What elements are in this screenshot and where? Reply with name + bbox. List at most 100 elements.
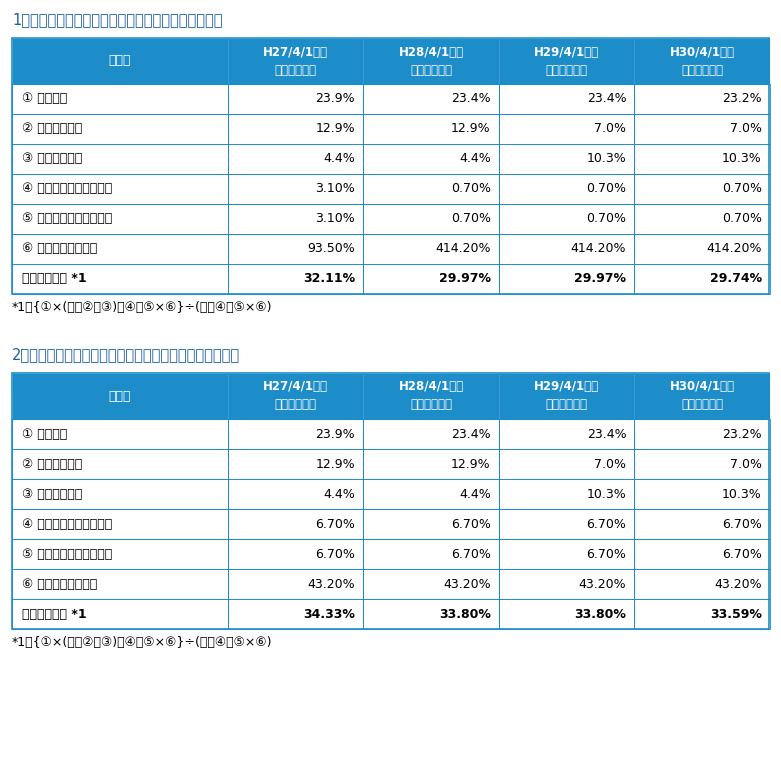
Bar bbox=[228, 234, 363, 264]
Bar bbox=[634, 234, 770, 264]
Bar bbox=[499, 114, 634, 144]
Text: 3.10%: 3.10% bbox=[316, 213, 355, 226]
Text: H27/4/1以後: H27/4/1以後 bbox=[263, 381, 328, 394]
Text: 23.4%: 23.4% bbox=[587, 428, 626, 441]
Text: 414.20%: 414.20% bbox=[435, 242, 490, 256]
Text: ④ 事業税率（超過税率）: ④ 事業税率（超過税率） bbox=[22, 518, 112, 531]
Bar bbox=[499, 234, 634, 264]
Text: H29/4/1以後: H29/4/1以後 bbox=[534, 381, 599, 394]
Text: 7.0%: 7.0% bbox=[729, 457, 761, 471]
Bar bbox=[228, 539, 363, 569]
Bar bbox=[12, 599, 228, 629]
Text: 6.70%: 6.70% bbox=[316, 518, 355, 531]
Bar bbox=[12, 373, 228, 419]
Text: 10.3%: 10.3% bbox=[722, 488, 761, 500]
Bar bbox=[363, 373, 499, 419]
Text: 法定実効税率 *1: 法定実効税率 *1 bbox=[22, 273, 87, 285]
Bar bbox=[228, 174, 363, 204]
Bar bbox=[634, 144, 770, 174]
Bar bbox=[12, 539, 228, 569]
Bar bbox=[228, 449, 363, 479]
Bar bbox=[12, 569, 228, 599]
Text: 43.20%: 43.20% bbox=[443, 578, 490, 590]
Text: 6.70%: 6.70% bbox=[316, 547, 355, 560]
Text: 34.33%: 34.33% bbox=[303, 608, 355, 621]
Bar bbox=[499, 569, 634, 599]
Bar bbox=[228, 419, 363, 449]
Bar bbox=[634, 449, 770, 479]
Bar bbox=[12, 144, 228, 174]
Bar bbox=[634, 373, 770, 419]
Text: 0.70%: 0.70% bbox=[451, 213, 490, 226]
Bar bbox=[634, 479, 770, 509]
Bar bbox=[228, 264, 363, 294]
Bar bbox=[634, 204, 770, 234]
Text: 0.70%: 0.70% bbox=[451, 182, 490, 195]
Bar bbox=[363, 264, 499, 294]
Bar bbox=[634, 114, 770, 144]
Text: 項　目: 項 目 bbox=[109, 55, 131, 67]
Text: 12.9%: 12.9% bbox=[316, 123, 355, 136]
Text: 29.74%: 29.74% bbox=[710, 273, 761, 285]
Text: 6.70%: 6.70% bbox=[451, 547, 490, 560]
Bar bbox=[634, 419, 770, 449]
Bar bbox=[228, 509, 363, 539]
Text: ③ 地方法人税率: ③ 地方法人税率 bbox=[22, 488, 82, 500]
Text: 12.9%: 12.9% bbox=[451, 457, 490, 471]
Bar bbox=[363, 174, 499, 204]
Text: 43.20%: 43.20% bbox=[714, 578, 761, 590]
Text: 414.20%: 414.20% bbox=[706, 242, 761, 256]
Text: 開始事業年度: 開始事業年度 bbox=[681, 64, 723, 76]
Text: ⑥ 地方法人特別税率: ⑥ 地方法人特別税率 bbox=[22, 242, 98, 256]
Bar bbox=[363, 84, 499, 114]
Text: 6.70%: 6.70% bbox=[722, 547, 761, 560]
Bar bbox=[12, 509, 228, 539]
Bar bbox=[634, 569, 770, 599]
Bar bbox=[12, 204, 228, 234]
Text: 4.4%: 4.4% bbox=[459, 152, 490, 166]
Bar bbox=[12, 419, 228, 449]
Bar bbox=[363, 234, 499, 264]
Bar bbox=[499, 599, 634, 629]
Bar bbox=[12, 234, 228, 264]
Bar bbox=[499, 419, 634, 449]
Bar bbox=[363, 509, 499, 539]
Bar bbox=[12, 38, 769, 294]
Bar bbox=[228, 84, 363, 114]
Text: 43.20%: 43.20% bbox=[308, 578, 355, 590]
Text: 32.11%: 32.11% bbox=[303, 273, 355, 285]
Text: 7.0%: 7.0% bbox=[729, 123, 761, 136]
Text: 23.2%: 23.2% bbox=[722, 92, 761, 105]
Text: 0.70%: 0.70% bbox=[587, 213, 626, 226]
Text: H30/4/1以後: H30/4/1以後 bbox=[669, 45, 734, 58]
Text: H29/4/1以後: H29/4/1以後 bbox=[534, 45, 599, 58]
Bar bbox=[363, 114, 499, 144]
Bar bbox=[363, 539, 499, 569]
Text: 10.3%: 10.3% bbox=[587, 488, 626, 500]
Bar bbox=[363, 569, 499, 599]
Text: H30/4/1以後: H30/4/1以後 bbox=[669, 381, 734, 394]
Text: H28/4/1以後: H28/4/1以後 bbox=[398, 381, 464, 394]
Text: 33.80%: 33.80% bbox=[574, 608, 626, 621]
Text: 29.97%: 29.97% bbox=[439, 273, 490, 285]
Bar bbox=[363, 479, 499, 509]
Text: 7.0%: 7.0% bbox=[594, 457, 626, 471]
Text: ④ 事業税率（超過税率）: ④ 事業税率（超過税率） bbox=[22, 182, 112, 195]
Bar bbox=[363, 144, 499, 174]
Text: 開始事業年度: 開始事業年度 bbox=[410, 64, 452, 76]
Bar bbox=[12, 38, 228, 84]
Bar bbox=[363, 449, 499, 479]
Text: 23.4%: 23.4% bbox=[451, 92, 490, 105]
Bar bbox=[228, 599, 363, 629]
Text: 開始事業年度: 開始事業年度 bbox=[274, 64, 316, 76]
Bar bbox=[363, 419, 499, 449]
Bar bbox=[12, 479, 228, 509]
Text: H27/4/1以後: H27/4/1以後 bbox=[263, 45, 328, 58]
Text: 23.4%: 23.4% bbox=[451, 428, 490, 441]
Bar bbox=[634, 84, 770, 114]
Bar bbox=[12, 449, 228, 479]
Bar bbox=[499, 539, 634, 569]
Bar bbox=[499, 204, 634, 234]
Bar bbox=[499, 144, 634, 174]
Bar bbox=[499, 373, 634, 419]
